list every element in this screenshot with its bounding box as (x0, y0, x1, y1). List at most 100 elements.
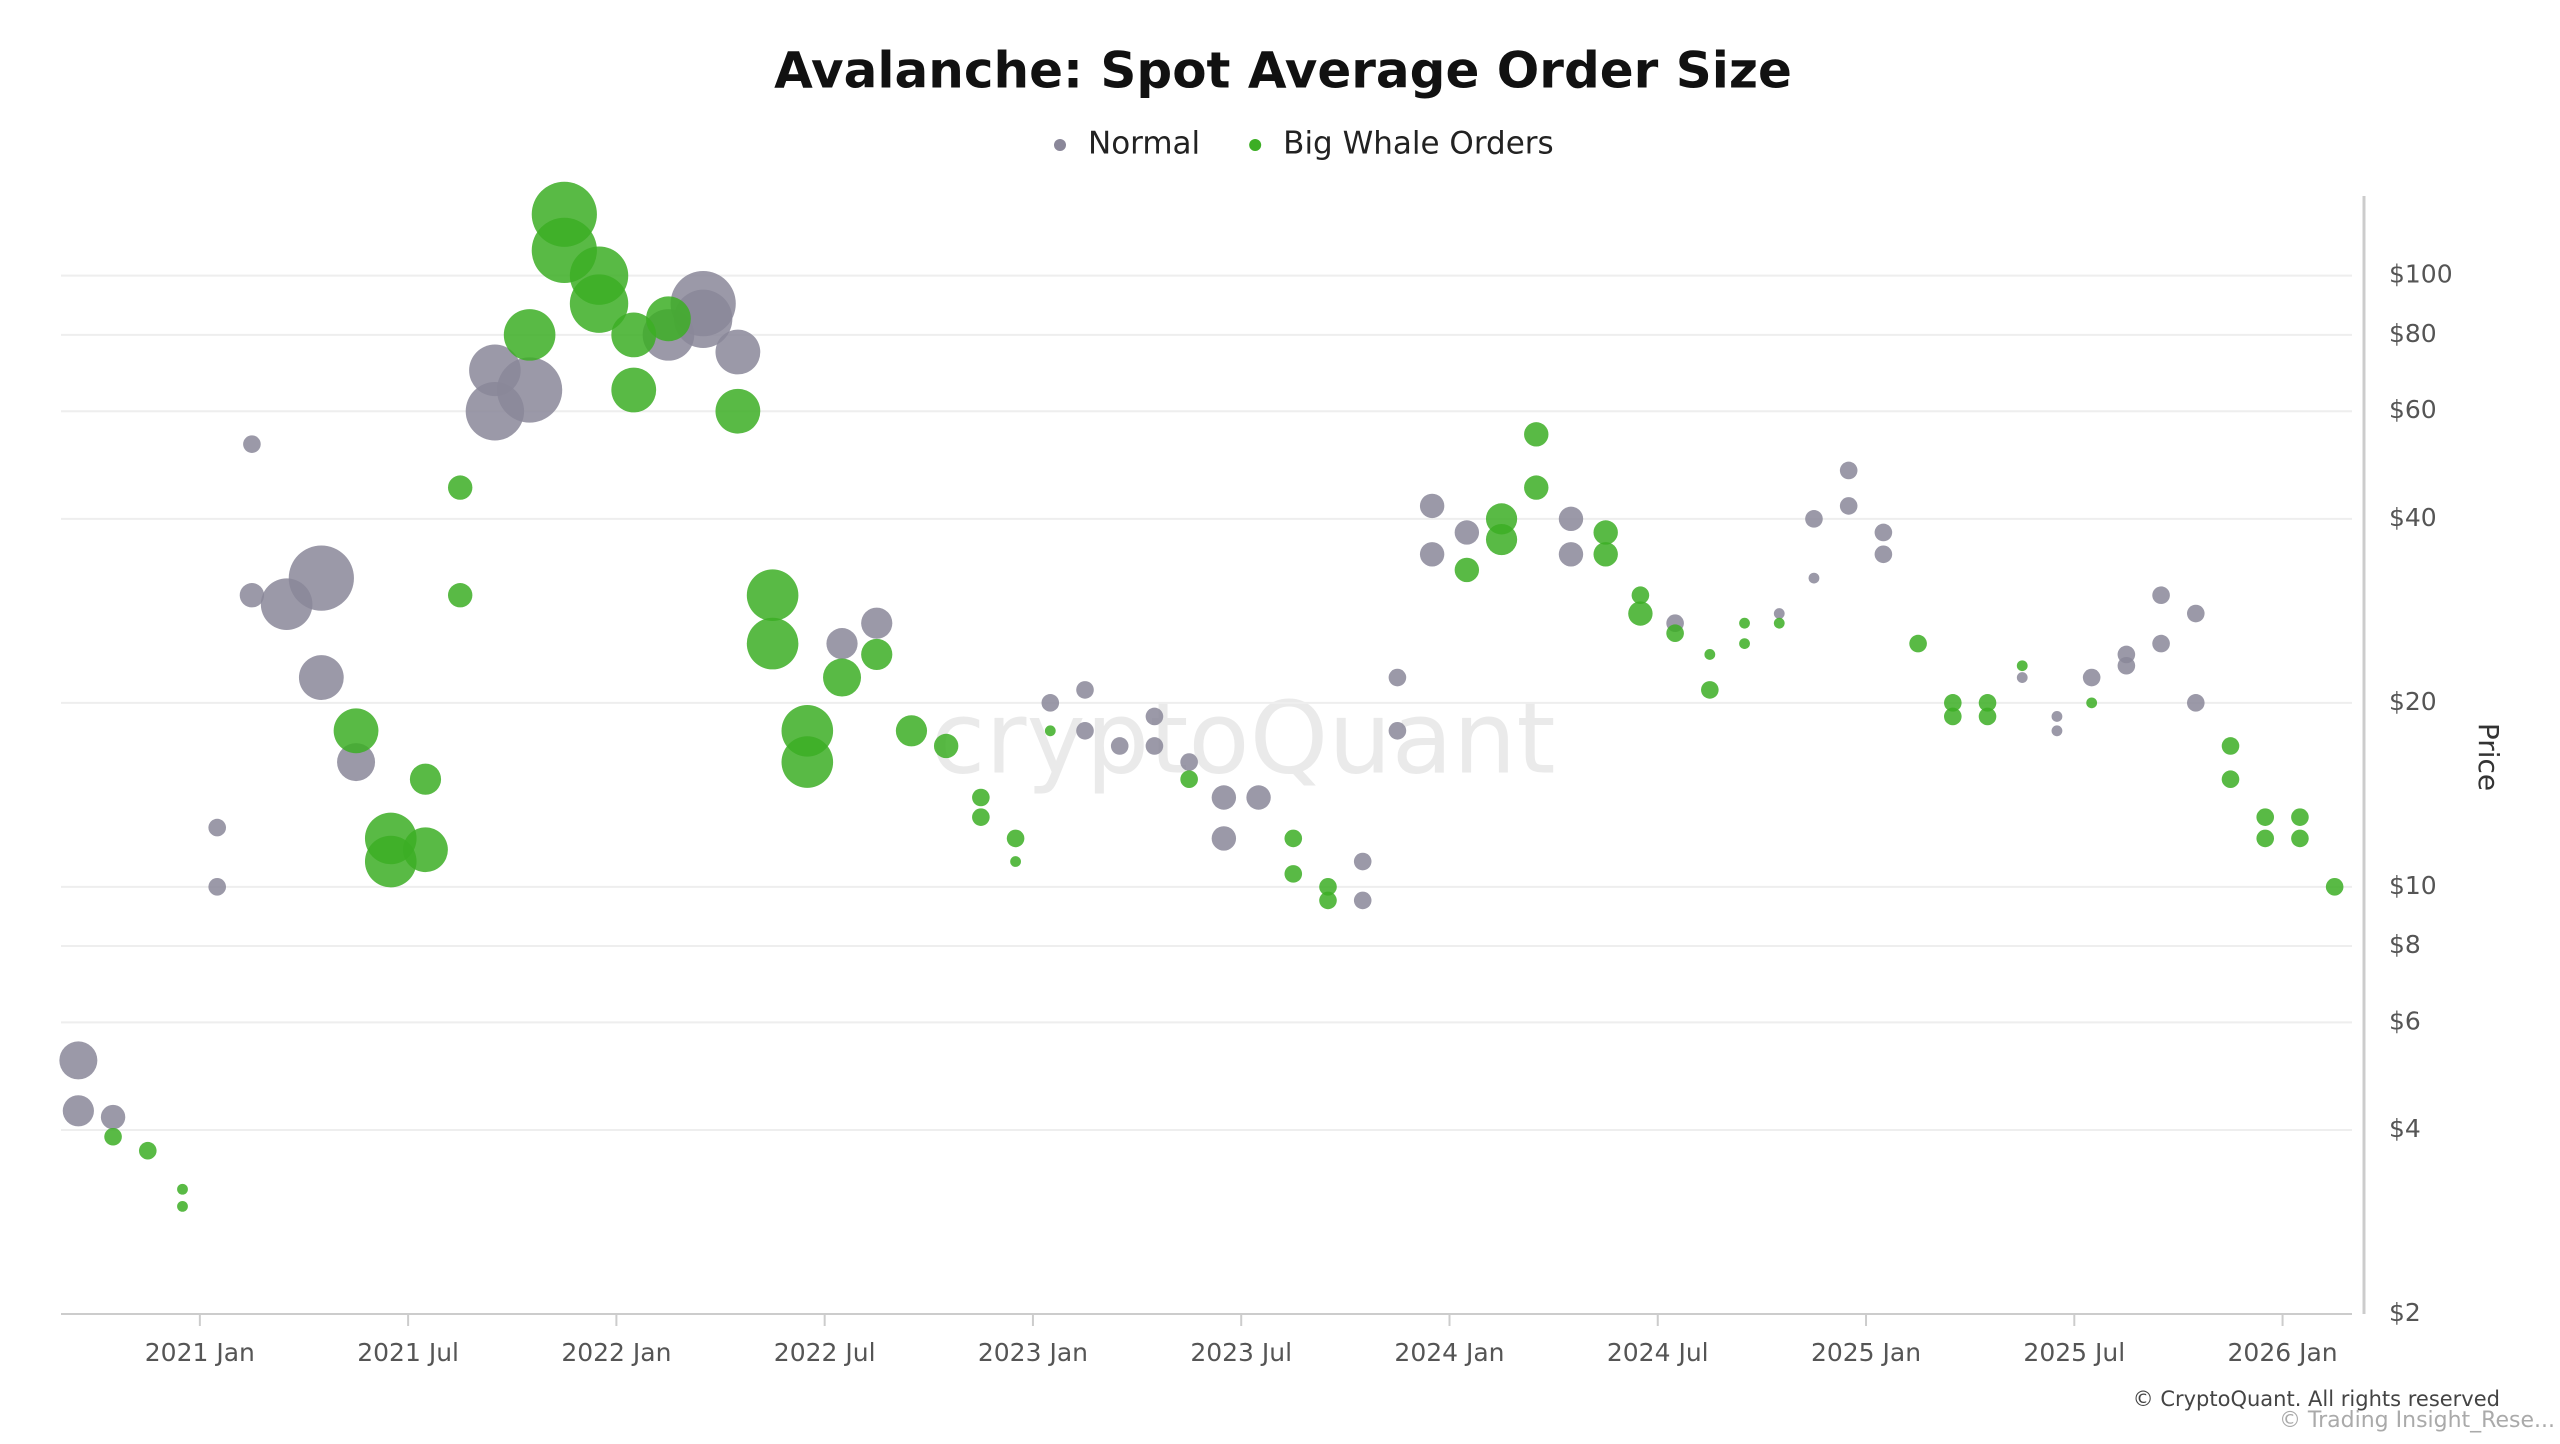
watermark: cryptoQuant (930, 679, 1555, 796)
x-tick-label: 2023 Jan (978, 1338, 1088, 1367)
y-tick-label: $8 (2389, 930, 2421, 959)
data-point (497, 357, 563, 423)
data-point (1773, 608, 1785, 619)
data-point (715, 329, 761, 375)
data-point (1874, 545, 1893, 564)
copyright: © CryptoQuant. All rights reserved (2133, 1387, 2500, 1411)
data-point (298, 655, 344, 700)
x-tick-label: 2022 Jul (774, 1338, 876, 1367)
y-tick-label: $80 (2389, 319, 2437, 348)
credit: © Trading Insight_Rese... (2279, 1408, 2555, 1433)
y-tick-label: $60 (2389, 395, 2437, 424)
data-point (1010, 856, 1021, 867)
data-point (2086, 697, 2098, 709)
x-tick-label: 2026 Jan (2228, 1338, 2338, 1367)
data-point (1388, 668, 1407, 687)
data-point (403, 827, 448, 873)
data-point (746, 617, 799, 670)
data-point (1628, 601, 1653, 626)
data-point (1944, 694, 1962, 712)
data-point (177, 1183, 188, 1195)
data-point (1041, 694, 1060, 712)
data-point (1739, 617, 1750, 629)
data-point (1246, 785, 1271, 810)
data-point (1044, 725, 1056, 737)
data-point (2051, 711, 2063, 722)
data-point (1631, 586, 1650, 605)
data-point (503, 309, 556, 361)
legend-label: Big Whale Orders (1283, 126, 1554, 162)
y-tick-label: $10 (2389, 871, 2437, 900)
x-tick-label: 2024 Jul (1607, 1338, 1709, 1367)
data-point (1808, 572, 1820, 584)
data-point (2221, 770, 2240, 788)
data-point (1805, 510, 1823, 528)
data-point (1454, 557, 1480, 583)
data-point (1485, 503, 1518, 535)
legend-marker (1249, 139, 1262, 151)
data-point (1319, 878, 1337, 896)
data-point (288, 545, 354, 611)
data-point (100, 1104, 126, 1130)
data-point (1666, 624, 1684, 643)
data-point (1180, 753, 1198, 771)
data-point (715, 388, 761, 434)
data-point (1704, 649, 1716, 660)
y-tick-label: $6 (2389, 1006, 2421, 1035)
data-point (409, 763, 442, 795)
data-point (1978, 694, 1997, 712)
legend-label: Normal (1088, 126, 1200, 162)
data-point (1284, 829, 1303, 848)
data-point (2291, 829, 2309, 848)
data-point (1145, 737, 1164, 755)
data-point (447, 583, 473, 608)
x-tick-label: 2021 Jul (357, 1338, 459, 1367)
x-tick-label: 2022 Jan (561, 1338, 671, 1367)
x-tick-label: 2024 Jan (1394, 1338, 1504, 1367)
data-point (1180, 770, 1198, 788)
data-point (972, 808, 990, 826)
x-tick-label: 2025 Jul (2023, 1338, 2125, 1367)
data-point (823, 658, 862, 697)
y-axis-label: Price (2472, 723, 2505, 791)
data-point (746, 569, 799, 622)
data-point (447, 475, 473, 500)
data-point (1944, 707, 1962, 726)
data-point (337, 743, 376, 782)
data-point (826, 628, 858, 660)
data-point (1909, 634, 1927, 653)
data-point (2186, 694, 2205, 712)
y-tick-label: $20 (2389, 687, 2437, 716)
data-point (1006, 829, 1025, 848)
data-point (1419, 542, 1445, 567)
y-tick-label: $100 (2389, 260, 2453, 289)
y-tick-label: $40 (2389, 503, 2437, 532)
data-point (1353, 852, 1372, 871)
data-point (2256, 808, 2275, 826)
data-point (781, 736, 834, 788)
x-tick-label: 2025 Jan (1811, 1338, 1921, 1367)
x-tick-label: 2023 Jul (1190, 1338, 1292, 1367)
data-point (239, 583, 265, 608)
data-point (611, 312, 657, 358)
data-point (2152, 586, 2170, 605)
data-point (1558, 542, 1584, 567)
data-point (1319, 891, 1337, 910)
legend-marker (1054, 139, 1066, 151)
data-point (1874, 523, 1893, 542)
x-tick-label: 2021 Jan (145, 1338, 255, 1367)
data-point (1211, 785, 1237, 810)
data-point (1211, 826, 1237, 851)
data-point (208, 878, 227, 896)
data-point (138, 1141, 157, 1160)
y-tick-label: $4 (2389, 1114, 2421, 1143)
data-point (1388, 722, 1407, 740)
data-point (2291, 808, 2309, 826)
data-point (1145, 707, 1164, 726)
data-point (2256, 829, 2275, 848)
data-point (861, 638, 893, 671)
data-point (933, 733, 959, 759)
data-point (1593, 520, 1618, 545)
data-point (59, 1041, 98, 1080)
